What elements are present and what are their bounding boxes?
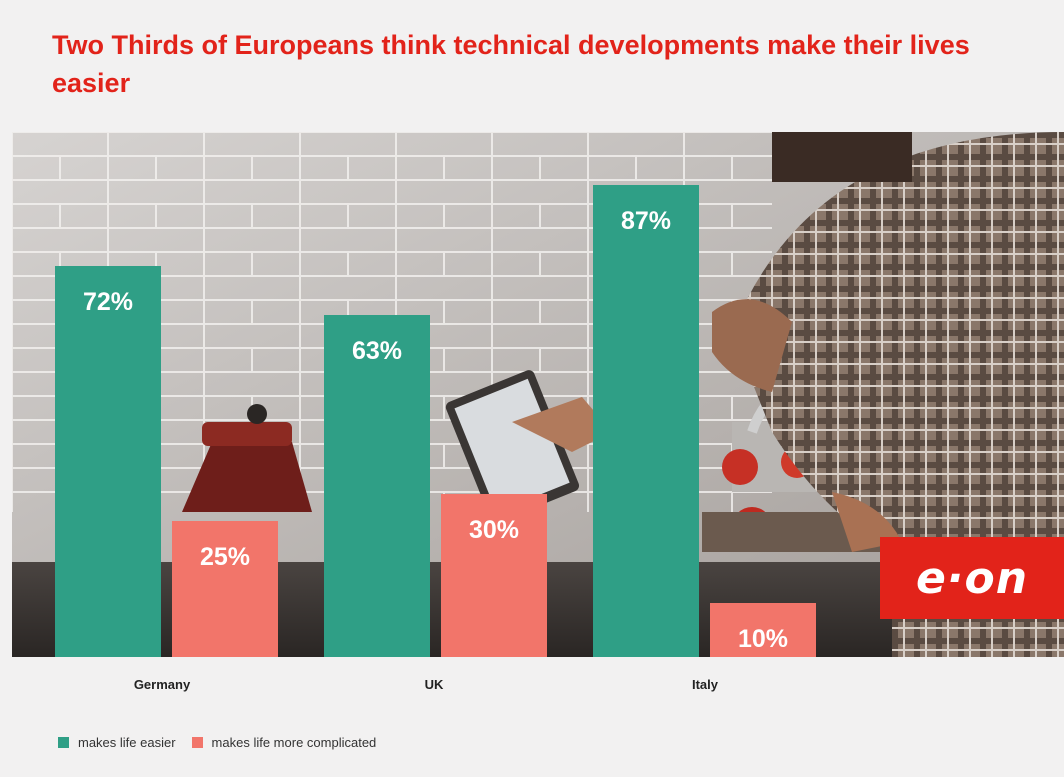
eon-logo-text: e·on bbox=[915, 552, 1029, 604]
category-label-germany: Germany bbox=[133, 677, 191, 692]
legend-swatch-easier bbox=[58, 737, 69, 748]
category-label-italy: Italy bbox=[691, 677, 718, 692]
chart-title: Two Thirds of Europeans think technical … bbox=[52, 30, 970, 98]
legend-swatch-complicated bbox=[191, 737, 203, 748]
category-label-uk: UK bbox=[424, 677, 444, 692]
legend: makes life easier makes life more compli… bbox=[58, 735, 392, 750]
legend-item-easier: makes life easier bbox=[58, 735, 176, 750]
legend-label-easier: makes life easier bbox=[78, 735, 176, 750]
legend-label-complicated: makes life more complicated bbox=[211, 735, 377, 750]
legend-item-complicated: makes life more complicated bbox=[191, 735, 377, 750]
eon-logo: e·on bbox=[880, 537, 1064, 619]
